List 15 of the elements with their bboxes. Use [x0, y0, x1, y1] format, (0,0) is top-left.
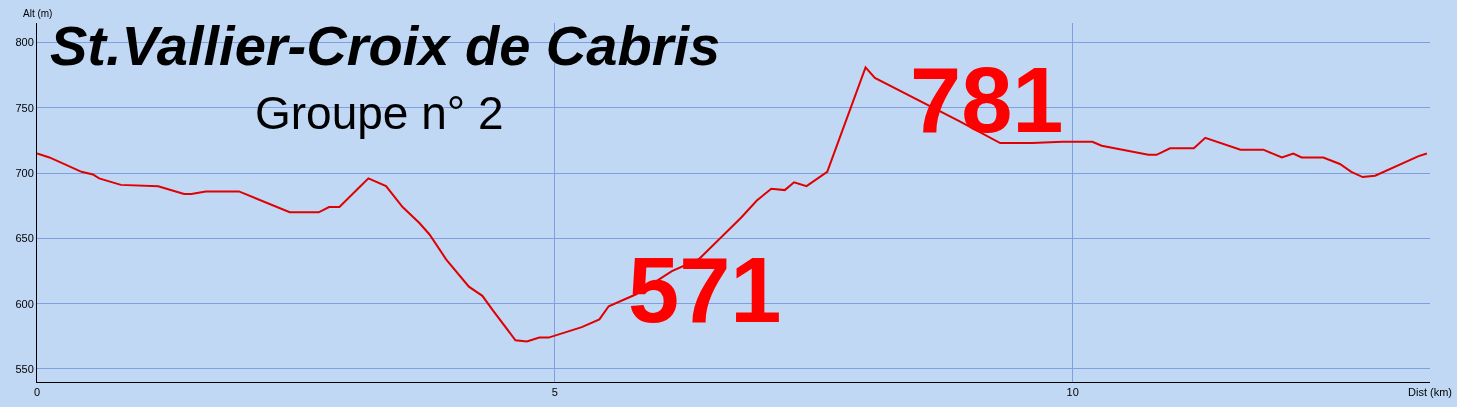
y-tick-label: 800 — [15, 36, 34, 49]
y-tick-label: 650 — [15, 232, 34, 245]
line-series — [37, 66, 1428, 343]
annotation: 571 — [628, 239, 782, 341]
x-tick-label: 10 — [1066, 386, 1079, 399]
annotation: 781 — [910, 49, 1064, 151]
y-tick-label: 700 — [15, 166, 34, 179]
y-tick-label: 600 — [15, 297, 34, 310]
x-tick-label: 0 — [33, 386, 41, 399]
y-axis-title: Alt (m) — [23, 8, 53, 19]
x-axis-title: Dist (km) — [1408, 386, 1452, 398]
text: Groupe n° 2 — [255, 87, 504, 139]
y-tick-label: 750 — [15, 101, 34, 114]
x-tick-label: 5 — [551, 386, 558, 399]
y-tick-label: 550 — [15, 362, 34, 375]
